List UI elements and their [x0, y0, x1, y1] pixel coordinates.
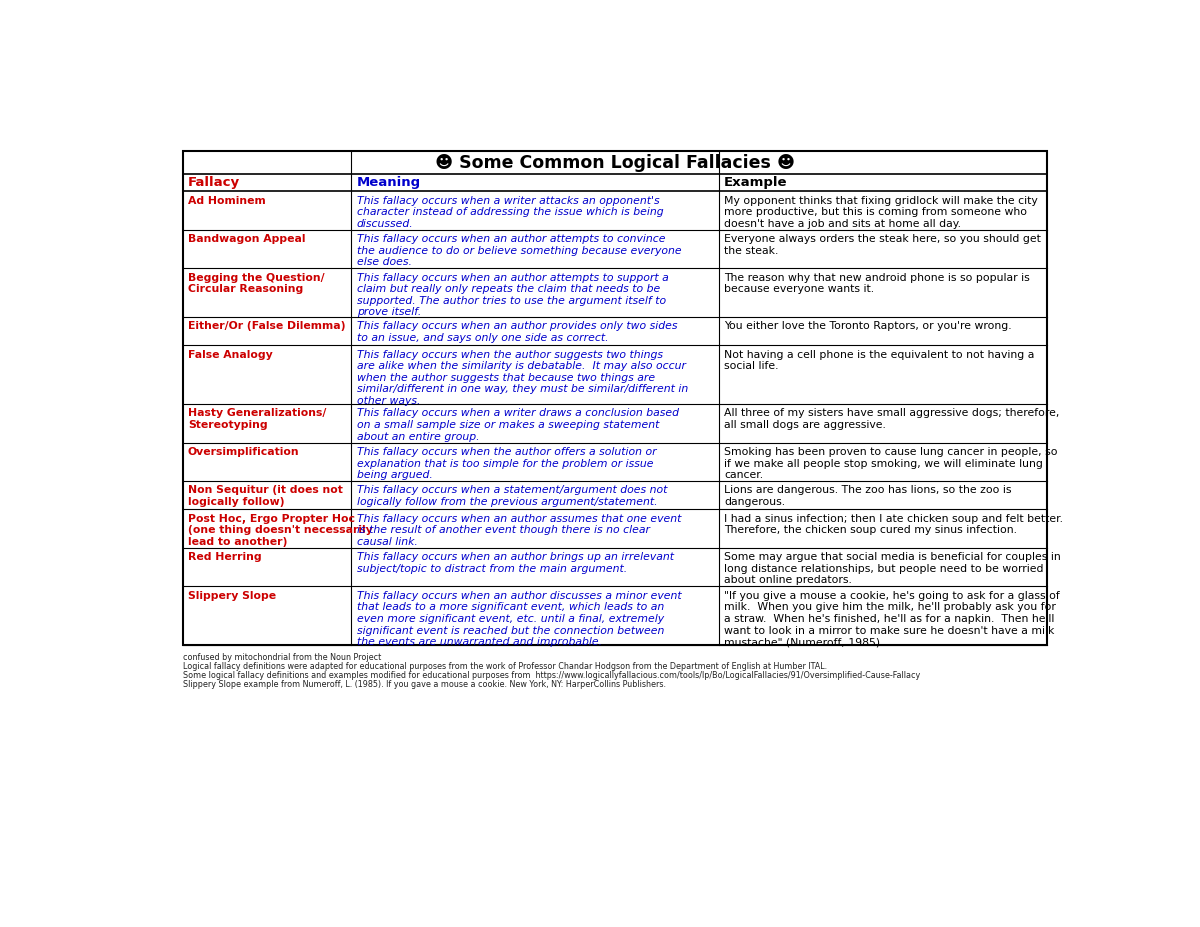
Text: This fallacy occurs when an author attempts to convince
the audience to do or be: This fallacy occurs when an author attem… — [356, 235, 682, 267]
Text: Meaning: Meaning — [356, 176, 421, 189]
Text: This fallacy occurs when an author provides only two sides
to an issue, and says: This fallacy occurs when an author provi… — [356, 322, 677, 343]
Text: All three of my sisters have small aggressive dogs; therefore,
all small dogs ar: All three of my sisters have small aggre… — [724, 409, 1060, 430]
Text: Not having a cell phone is the equivalent to not having a
social life.: Not having a cell phone is the equivalen… — [724, 349, 1034, 371]
Text: This fallacy occurs when the author suggests two things
are alike when the simil: This fallacy occurs when the author sugg… — [356, 349, 688, 406]
Text: Begging the Question/
Circular Reasoning: Begging the Question/ Circular Reasoning — [188, 273, 324, 294]
Text: ☻ Some Common Logical Fallacies ☻: ☻ Some Common Logical Fallacies ☻ — [436, 154, 796, 171]
Text: False Analogy: False Analogy — [188, 349, 272, 360]
Text: Lions are dangerous. The zoo has lions, so the zoo is
dangerous.: Lions are dangerous. The zoo has lions, … — [724, 486, 1012, 507]
Text: Bandwagon Appeal: Bandwagon Appeal — [188, 235, 306, 244]
Text: This fallacy occurs when an author attempts to support a
claim but really only r: This fallacy occurs when an author attem… — [356, 273, 668, 317]
Text: Slippery Slope: Slippery Slope — [188, 590, 276, 601]
Text: "If you give a mouse a cookie, he's going to ask for a glass of
milk.  When you : "If you give a mouse a cookie, he's goin… — [724, 590, 1060, 647]
Text: This fallacy occurs when a writer attacks an opponent's
character instead of add: This fallacy occurs when a writer attack… — [356, 196, 664, 229]
Text: My opponent thinks that fixing gridlock will make the city
more productive, but : My opponent thinks that fixing gridlock … — [724, 196, 1038, 229]
Text: This fallacy occurs when an author brings up an irrelevant
subject/topic to dist: This fallacy occurs when an author bring… — [356, 552, 673, 574]
Text: Everyone always orders the steak here, so you should get
the steak.: Everyone always orders the steak here, s… — [724, 235, 1042, 256]
Text: Logical fallacy definitions were adapted for educational purposes from the work : Logical fallacy definitions were adapted… — [182, 662, 827, 671]
Text: This fallacy occurs when the author offers a solution or
explanation that is too: This fallacy occurs when the author offe… — [356, 447, 656, 480]
Text: Either/Or (False Dilemma): Either/Or (False Dilemma) — [188, 322, 346, 331]
Text: Slippery Slope example from Numeroff, L. (1985). If you gave a mouse a cookie. N: Slippery Slope example from Numeroff, L.… — [182, 679, 666, 689]
Bar — [182, 151, 1048, 645]
Text: Some logical fallacy definitions and examples modified for educational purposes : Some logical fallacy definitions and exa… — [182, 671, 919, 679]
Text: This fallacy occurs when a statement/argument does not
logically follow from the: This fallacy occurs when a statement/arg… — [356, 486, 667, 507]
Text: Non Sequitur (it does not
logically follow): Non Sequitur (it does not logically foll… — [188, 486, 343, 507]
Text: The reason why that new android phone is so popular is
because everyone wants it: The reason why that new android phone is… — [724, 273, 1030, 294]
Text: I had a sinus infection; then I ate chicken soup and felt better.
Therefore, the: I had a sinus infection; then I ate chic… — [724, 514, 1063, 536]
Text: You either love the Toronto Raptors, or you're wrong.: You either love the Toronto Raptors, or … — [724, 322, 1012, 331]
Text: confused by mitochondrial from the Noun Project: confused by mitochondrial from the Noun … — [182, 653, 380, 662]
Text: Post Hoc, Ergo Propter Hoc
(one thing doesn't necessarily
lead to another): Post Hoc, Ergo Propter Hoc (one thing do… — [188, 514, 373, 547]
Text: Some may argue that social media is beneficial for couples in
long distance rela: Some may argue that social media is bene… — [724, 552, 1061, 586]
Text: Fallacy: Fallacy — [188, 176, 240, 189]
Text: Example: Example — [724, 176, 787, 189]
Text: Red Herring: Red Herring — [188, 552, 262, 563]
Text: This fallacy occurs when an author discusses a minor event
that leads to a more : This fallacy occurs when an author discu… — [356, 590, 682, 647]
Text: Smoking has been proven to cause lung cancer in people, so
if we make all people: Smoking has been proven to cause lung ca… — [724, 447, 1057, 480]
Text: Ad Hominem: Ad Hominem — [188, 196, 265, 206]
Text: This fallacy occurs when an author assumes that one event
is the result of anoth: This fallacy occurs when an author assum… — [356, 514, 680, 547]
Text: Hasty Generalizations/
Stereotyping: Hasty Generalizations/ Stereotyping — [188, 409, 326, 430]
Text: Oversimplification: Oversimplification — [188, 447, 300, 457]
Text: This fallacy occurs when a writer draws a conclusion based
on a small sample siz: This fallacy occurs when a writer draws … — [356, 409, 678, 441]
